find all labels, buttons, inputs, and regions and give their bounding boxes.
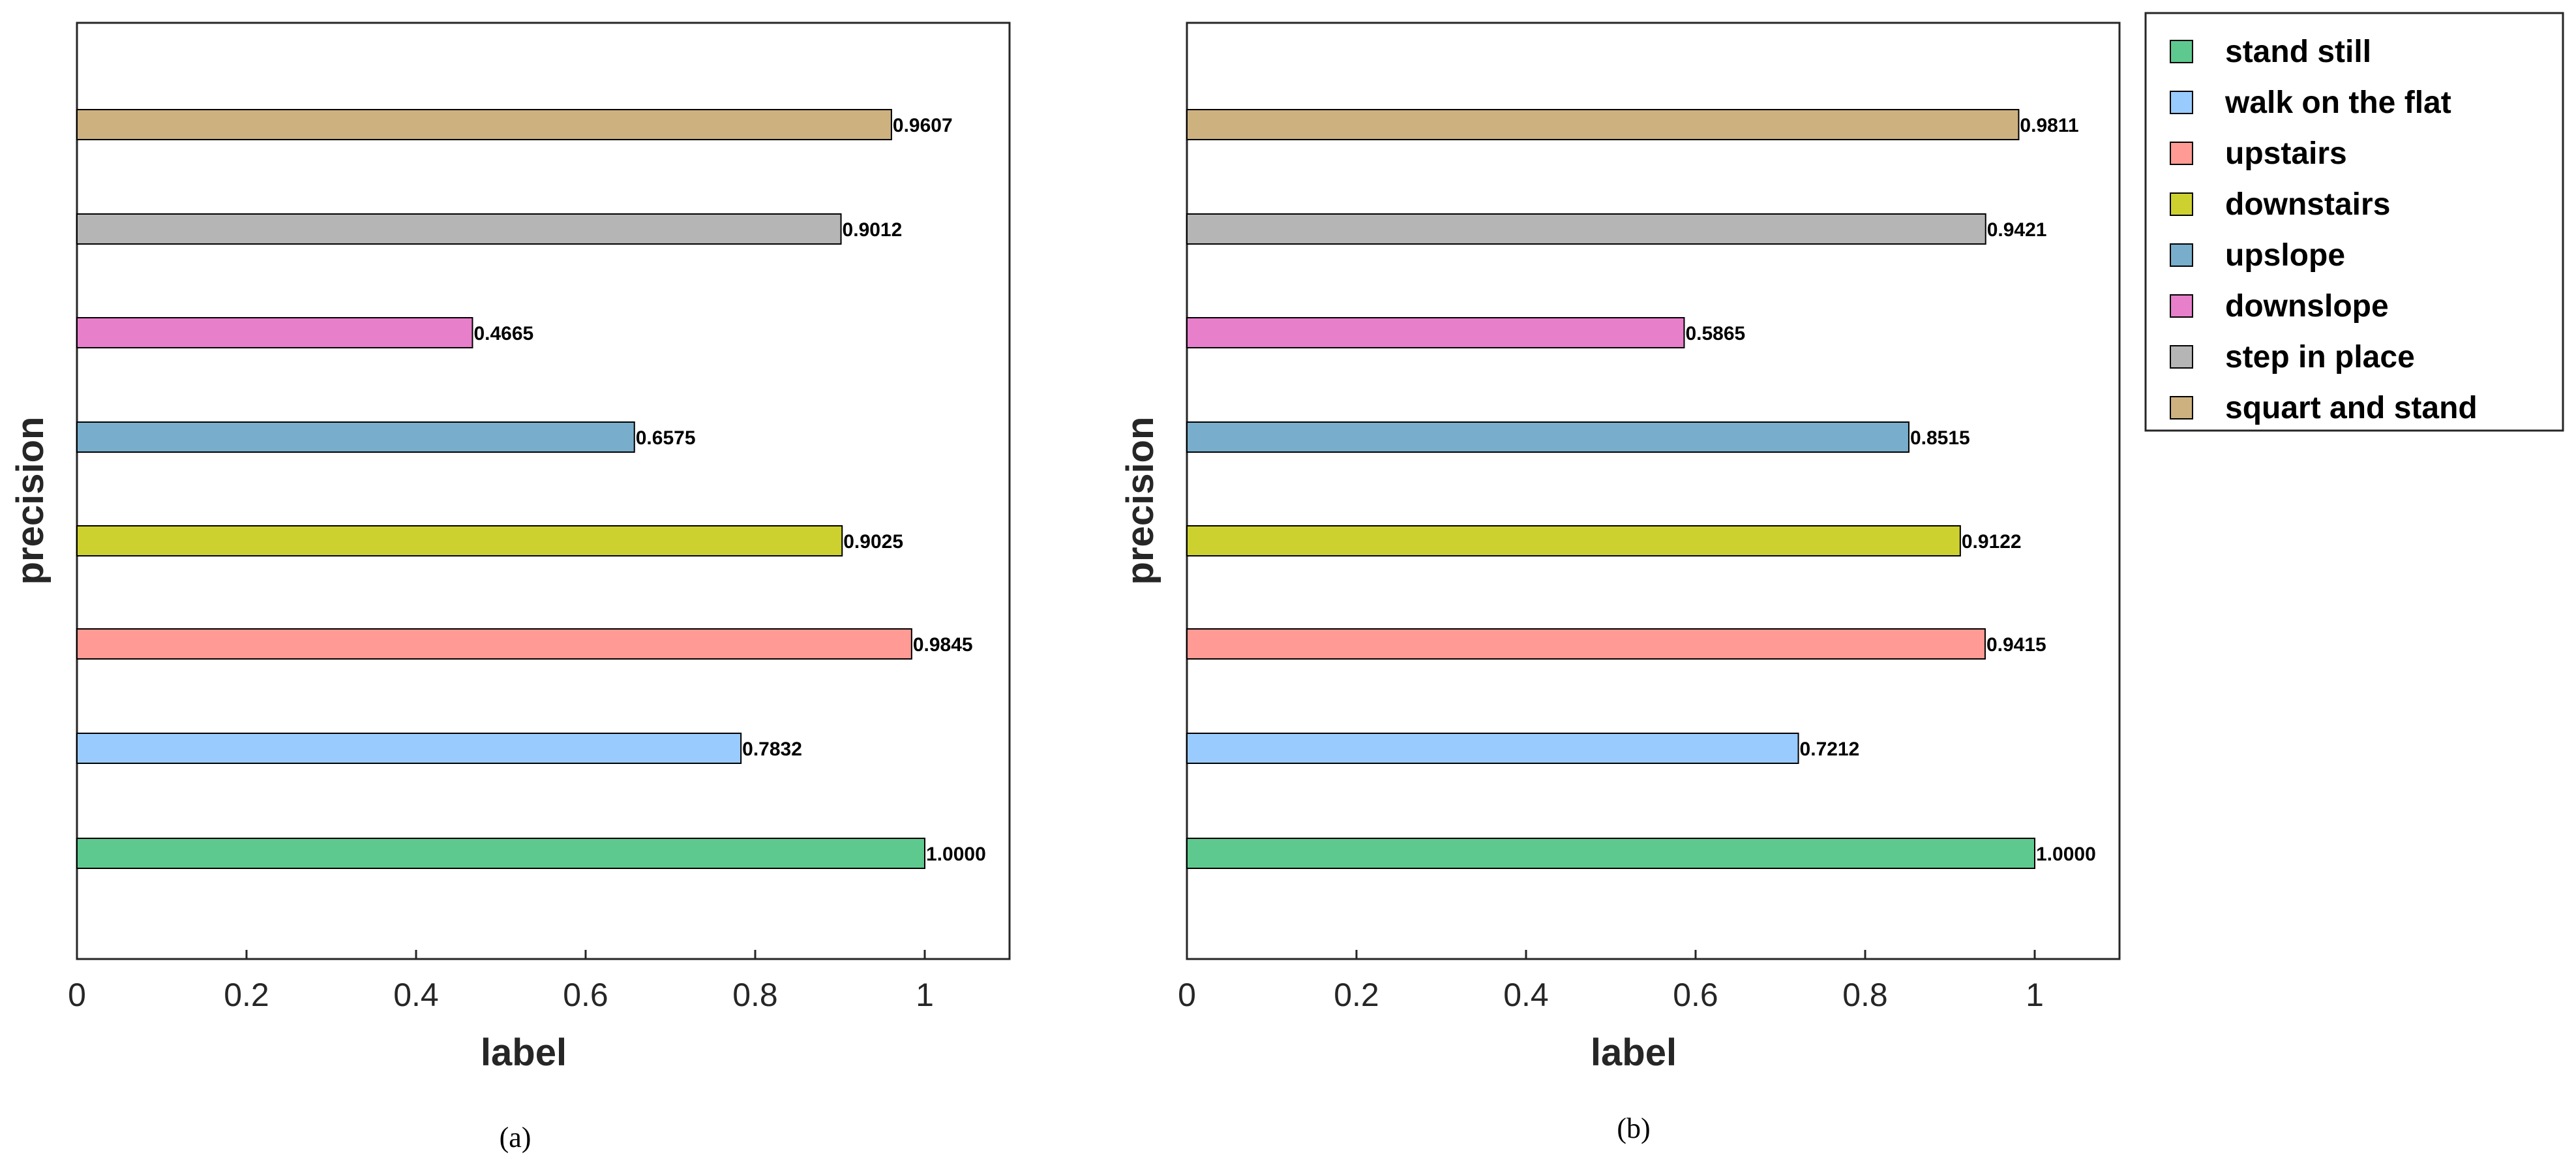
data-label: 0.6575	[636, 427, 696, 449]
x-tick-label: 0.8	[732, 977, 778, 1013]
legend-box	[2144, 12, 2564, 432]
legend-swatch	[2170, 91, 2193, 114]
bar-downslope	[76, 317, 473, 348]
x-tick-label: 0	[1178, 977, 1196, 1013]
data-label: 0.9607	[893, 115, 953, 136]
legend-entry-label: squart and stand	[2225, 391, 2478, 425]
data-label: 0.9025	[843, 531, 903, 553]
data-label: 0.4665	[473, 323, 533, 344]
x-axis-title: label	[481, 1031, 567, 1074]
legend-entry-label: walk on the flat	[2224, 85, 2451, 120]
bar-walk-on-the-flat	[1186, 733, 1799, 764]
bar-downstairs	[76, 525, 843, 556]
legend-entry-label: step in place	[2225, 340, 2415, 374]
legend-swatch	[2170, 40, 2193, 63]
legend-entry-label: stand still	[2225, 35, 2371, 69]
x-tick-label: 1	[2026, 977, 2044, 1013]
bar-upslope	[1186, 421, 1910, 453]
panel-caption: (a)	[500, 1121, 532, 1153]
y-axis-title: precision	[9, 417, 52, 585]
plot-area-frame	[1186, 22, 2121, 960]
bar-upstairs	[76, 628, 912, 660]
bar-walk-on-the-flat	[76, 733, 742, 764]
bar-stand-still	[1186, 838, 2035, 869]
x-tick-label: 1	[916, 977, 934, 1013]
data-label: 1.0000	[2036, 844, 2096, 865]
x-tick-label: 0.6	[1673, 977, 1718, 1013]
y-axis-title: precision	[1119, 417, 1161, 585]
plot-area-frame	[76, 22, 1011, 960]
legend-entry-label: upslope	[2225, 238, 2345, 273]
bar-step-in-place	[76, 213, 842, 245]
bar-upstairs	[1186, 628, 1986, 660]
legend-entry-label: upstairs	[2225, 136, 2347, 171]
legend-swatch	[2170, 294, 2193, 318]
data-label: 1.0000	[926, 844, 986, 865]
legend-entry-label: downstairs	[2225, 187, 2390, 222]
bar-downslope	[1186, 317, 1685, 348]
legend-swatch	[2170, 142, 2193, 165]
bar-stand-still	[76, 838, 925, 869]
bar-downstairs	[1186, 525, 1961, 556]
legend-swatch	[2170, 192, 2193, 216]
data-label: 0.8515	[1910, 427, 1970, 449]
legend-swatch	[2170, 345, 2193, 369]
x-tick-label: 0.4	[393, 977, 439, 1013]
data-label: 0.9811	[2020, 115, 2078, 136]
data-label: 0.9012	[843, 219, 903, 241]
legend-entry-label: downslope	[2225, 289, 2389, 324]
data-label: 0.5865	[1685, 323, 1745, 344]
x-tick-label: 0.2	[1334, 977, 1379, 1013]
data-label: 0.9122	[1962, 531, 2022, 553]
x-axis-title: label	[1591, 1031, 1677, 1074]
legend-swatch	[2170, 243, 2193, 267]
data-label: 0.9421	[1987, 219, 2047, 241]
bar-step-in-place	[1186, 213, 1986, 245]
bar-squart-and-stand	[76, 109, 892, 140]
x-tick-label: 0.6	[563, 977, 608, 1013]
x-tick-label: 0.8	[1842, 977, 1888, 1013]
x-tick-label: 0	[68, 977, 86, 1013]
data-label: 0.7832	[742, 739, 802, 760]
legend-swatch	[2170, 396, 2193, 419]
data-label: 0.9845	[913, 634, 973, 656]
data-label: 0.7212	[1800, 739, 1860, 760]
panel-caption: (b)	[1617, 1112, 1650, 1144]
x-tick-label: 0.2	[224, 977, 269, 1013]
bar-upslope	[76, 421, 635, 453]
bar-squart-and-stand	[1186, 109, 2020, 140]
data-label: 0.9415	[1986, 634, 2046, 656]
x-tick-label: 0.4	[1503, 977, 1549, 1013]
